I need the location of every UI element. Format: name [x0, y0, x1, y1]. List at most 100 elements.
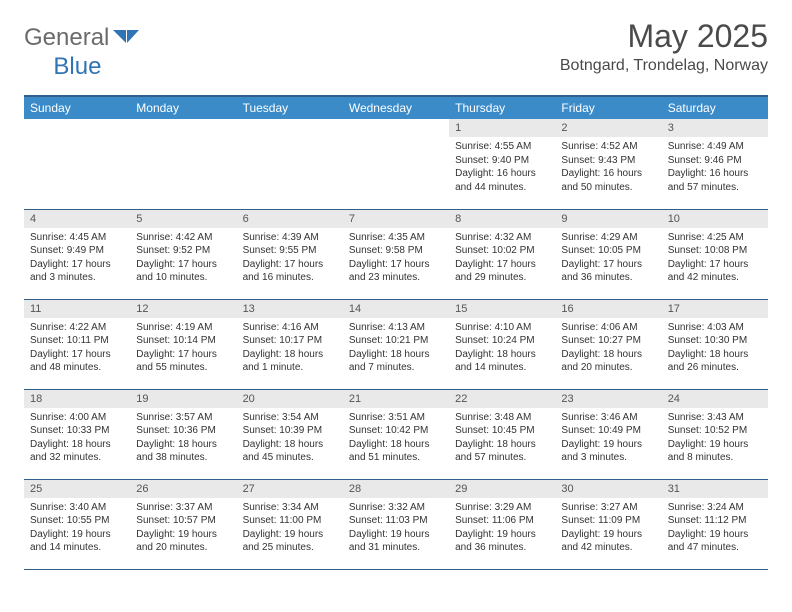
weekday-header: Thursday	[449, 96, 555, 119]
day-line: and 20 minutes.	[561, 361, 655, 375]
day-number: 29	[449, 480, 555, 498]
day-details: Sunrise: 4:16 AMSunset: 10:17 PMDaylight…	[237, 318, 343, 379]
day-number: 3	[662, 119, 768, 137]
day-line: Sunset: 10:08 PM	[668, 244, 762, 258]
day-details: Sunrise: 4:42 AMSunset: 9:52 PMDaylight:…	[130, 228, 236, 289]
day-line: Daylight: 16 hours	[668, 167, 762, 181]
day-line: Sunrise: 3:29 AM	[455, 501, 549, 515]
day-line: Sunrise: 4:25 AM	[668, 231, 762, 245]
day-line: Sunset: 9:52 PM	[136, 244, 230, 258]
day-line: Sunset: 9:49 PM	[30, 244, 124, 258]
day-number: 27	[237, 480, 343, 498]
day-line: Sunset: 10:36 PM	[136, 424, 230, 438]
day-line: Sunrise: 4:55 AM	[455, 140, 549, 154]
day-line: Daylight: 16 hours	[455, 167, 549, 181]
day-details: Sunrise: 3:29 AMSunset: 11:06 PMDaylight…	[449, 498, 555, 559]
day-number: 28	[343, 480, 449, 498]
day-line: Sunrise: 3:24 AM	[668, 501, 762, 515]
day-line: Sunset: 10:02 PM	[455, 244, 549, 258]
day-line: Sunset: 10:55 PM	[30, 514, 124, 528]
calendar-cell: 6Sunrise: 4:39 AMSunset: 9:55 PMDaylight…	[237, 209, 343, 299]
day-line: Sunset: 10:39 PM	[243, 424, 337, 438]
day-number: 12	[130, 300, 236, 318]
day-line: Sunrise: 4:45 AM	[30, 231, 124, 245]
calendar-row: 25Sunrise: 3:40 AMSunset: 10:55 PMDaylig…	[24, 479, 768, 569]
day-line: Sunset: 10:11 PM	[30, 334, 124, 348]
day-line: Sunrise: 3:46 AM	[561, 411, 655, 425]
day-line: Daylight: 18 hours	[243, 438, 337, 452]
day-line: Daylight: 18 hours	[243, 348, 337, 362]
calendar-row: 1Sunrise: 4:55 AMSunset: 9:40 PMDaylight…	[24, 119, 768, 209]
calendar-cell: 9Sunrise: 4:29 AMSunset: 10:05 PMDayligh…	[555, 209, 661, 299]
day-details: Sunrise: 3:32 AMSunset: 11:03 PMDaylight…	[343, 498, 449, 559]
day-number: 22	[449, 390, 555, 408]
day-line: Daylight: 16 hours	[561, 167, 655, 181]
calendar-cell: 20Sunrise: 3:54 AMSunset: 10:39 PMDaylig…	[237, 389, 343, 479]
day-line: Daylight: 19 hours	[668, 528, 762, 542]
day-number: 30	[555, 480, 661, 498]
day-line: Sunset: 10:33 PM	[30, 424, 124, 438]
day-line: and 55 minutes.	[136, 361, 230, 375]
day-line: Sunset: 9:55 PM	[243, 244, 337, 258]
calendar-row: 18Sunrise: 4:00 AMSunset: 10:33 PMDaylig…	[24, 389, 768, 479]
day-details: Sunrise: 3:54 AMSunset: 10:39 PMDaylight…	[237, 408, 343, 469]
day-line: Sunrise: 4:39 AM	[243, 231, 337, 245]
day-details: Sunrise: 3:34 AMSunset: 11:00 PMDaylight…	[237, 498, 343, 559]
day-line: and 29 minutes.	[455, 271, 549, 285]
day-line: Sunset: 10:57 PM	[136, 514, 230, 528]
day-details: Sunrise: 4:06 AMSunset: 10:27 PMDaylight…	[555, 318, 661, 379]
day-line: Sunset: 9:58 PM	[349, 244, 443, 258]
day-line: and 42 minutes.	[561, 541, 655, 555]
day-line: Sunrise: 4:16 AM	[243, 321, 337, 335]
calendar-cell: 3Sunrise: 4:49 AMSunset: 9:46 PMDaylight…	[662, 119, 768, 209]
day-line: Daylight: 19 hours	[455, 528, 549, 542]
calendar-cell	[130, 119, 236, 209]
calendar-cell: 19Sunrise: 3:57 AMSunset: 10:36 PMDaylig…	[130, 389, 236, 479]
day-line: Sunrise: 4:42 AM	[136, 231, 230, 245]
day-line: Sunset: 10:24 PM	[455, 334, 549, 348]
day-line: and 45 minutes.	[243, 451, 337, 465]
day-line: Sunrise: 3:40 AM	[30, 501, 124, 515]
weekday-header: Sunday	[24, 96, 130, 119]
day-line: Sunset: 10:27 PM	[561, 334, 655, 348]
day-number: 6	[237, 210, 343, 228]
day-line: Sunrise: 3:27 AM	[561, 501, 655, 515]
day-number: 7	[343, 210, 449, 228]
calendar-cell: 21Sunrise: 3:51 AMSunset: 10:42 PMDaylig…	[343, 389, 449, 479]
day-line: Sunset: 10:49 PM	[561, 424, 655, 438]
calendar-cell: 2Sunrise: 4:52 AMSunset: 9:43 PMDaylight…	[555, 119, 661, 209]
day-details: Sunrise: 4:10 AMSunset: 10:24 PMDaylight…	[449, 318, 555, 379]
day-line: Sunrise: 3:57 AM	[136, 411, 230, 425]
day-line: Daylight: 18 hours	[30, 438, 124, 452]
calendar-cell: 17Sunrise: 4:03 AMSunset: 10:30 PMDaylig…	[662, 299, 768, 389]
day-line: and 25 minutes.	[243, 541, 337, 555]
day-details: Sunrise: 4:29 AMSunset: 10:05 PMDaylight…	[555, 228, 661, 289]
day-line: and 3 minutes.	[561, 451, 655, 465]
weekday-header: Saturday	[662, 96, 768, 119]
location: Botngard, Trondelag, Norway	[560, 57, 768, 75]
day-line: Daylight: 17 hours	[349, 258, 443, 272]
calendar-cell: 27Sunrise: 3:34 AMSunset: 11:00 PMDaylig…	[237, 479, 343, 569]
day-line: and 31 minutes.	[349, 541, 443, 555]
calendar-cell: 8Sunrise: 4:32 AMSunset: 10:02 PMDayligh…	[449, 209, 555, 299]
day-details: Sunrise: 4:19 AMSunset: 10:14 PMDaylight…	[130, 318, 236, 379]
day-details: Sunrise: 4:13 AMSunset: 10:21 PMDaylight…	[343, 318, 449, 379]
day-line: Sunset: 10:05 PM	[561, 244, 655, 258]
day-line: Sunset: 9:40 PM	[455, 154, 549, 168]
day-line: Sunrise: 4:00 AM	[30, 411, 124, 425]
day-line: and 32 minutes.	[30, 451, 124, 465]
day-number: 15	[449, 300, 555, 318]
day-line: Sunrise: 4:03 AM	[668, 321, 762, 335]
day-details: Sunrise: 3:40 AMSunset: 10:55 PMDaylight…	[24, 498, 130, 559]
calendar-body: 1Sunrise: 4:55 AMSunset: 9:40 PMDaylight…	[24, 119, 768, 569]
day-line: and 51 minutes.	[349, 451, 443, 465]
day-line: and 47 minutes.	[668, 541, 762, 555]
day-line: Sunrise: 4:13 AM	[349, 321, 443, 335]
day-number: 20	[237, 390, 343, 408]
day-line: Sunrise: 4:35 AM	[349, 231, 443, 245]
day-line: Sunset: 11:06 PM	[455, 514, 549, 528]
calendar-cell: 5Sunrise: 4:42 AMSunset: 9:52 PMDaylight…	[130, 209, 236, 299]
calendar-cell: 1Sunrise: 4:55 AMSunset: 9:40 PMDaylight…	[449, 119, 555, 209]
day-details: Sunrise: 4:22 AMSunset: 10:11 PMDaylight…	[24, 318, 130, 379]
day-number: 21	[343, 390, 449, 408]
